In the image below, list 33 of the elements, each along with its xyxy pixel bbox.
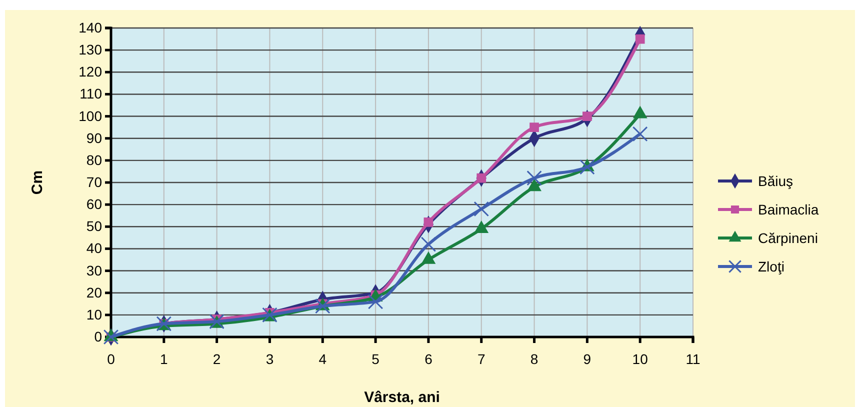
x-tick-label: 11 — [686, 351, 700, 368]
x-tick-label: 9 — [583, 351, 592, 368]
y-tick-label: 20 — [86, 284, 102, 300]
legend-label: Cărpineni — [758, 230, 818, 246]
y-tick-label: 10 — [86, 306, 102, 322]
x-tick-label: 3 — [266, 351, 274, 368]
x-tick-label: 10 — [632, 351, 648, 368]
y-tick-label: 120 — [78, 64, 102, 80]
y-tick-label: 140 — [78, 19, 102, 36]
y-tick-label: 90 — [86, 130, 102, 146]
y-tick-label: 70 — [86, 174, 102, 190]
x-tick-label: 2 — [212, 351, 221, 368]
y-tick-label: 80 — [86, 152, 102, 168]
x-tick-label: 1 — [160, 351, 168, 368]
y-tick-label: 40 — [86, 240, 102, 256]
x-tick-label: 7 — [477, 351, 486, 368]
y-tick-label: 60 — [86, 196, 102, 212]
y-tick-label: 30 — [86, 262, 102, 278]
x-axis-title: Vârsta, ani — [364, 389, 440, 406]
x-tick-label: 5 — [372, 351, 380, 368]
legend-label: Băiuş — [758, 173, 794, 189]
legend-label: Baimaclia — [758, 202, 819, 218]
y-tick-label: 50 — [86, 218, 102, 234]
y-tick-label: 130 — [78, 42, 102, 58]
x-tick-label: 0 — [107, 351, 116, 368]
x-tick-label: 6 — [424, 351, 433, 368]
y-axis-title: Cm — [29, 170, 46, 195]
y-tick-label: 110 — [80, 86, 102, 102]
x-tick-label: 4 — [318, 351, 327, 368]
x-tick-label: 8 — [530, 351, 538, 368]
y-tick-label: 0 — [94, 328, 102, 344]
y-tick-label: 100 — [78, 108, 102, 124]
legend-label: Zloţi — [758, 258, 784, 274]
